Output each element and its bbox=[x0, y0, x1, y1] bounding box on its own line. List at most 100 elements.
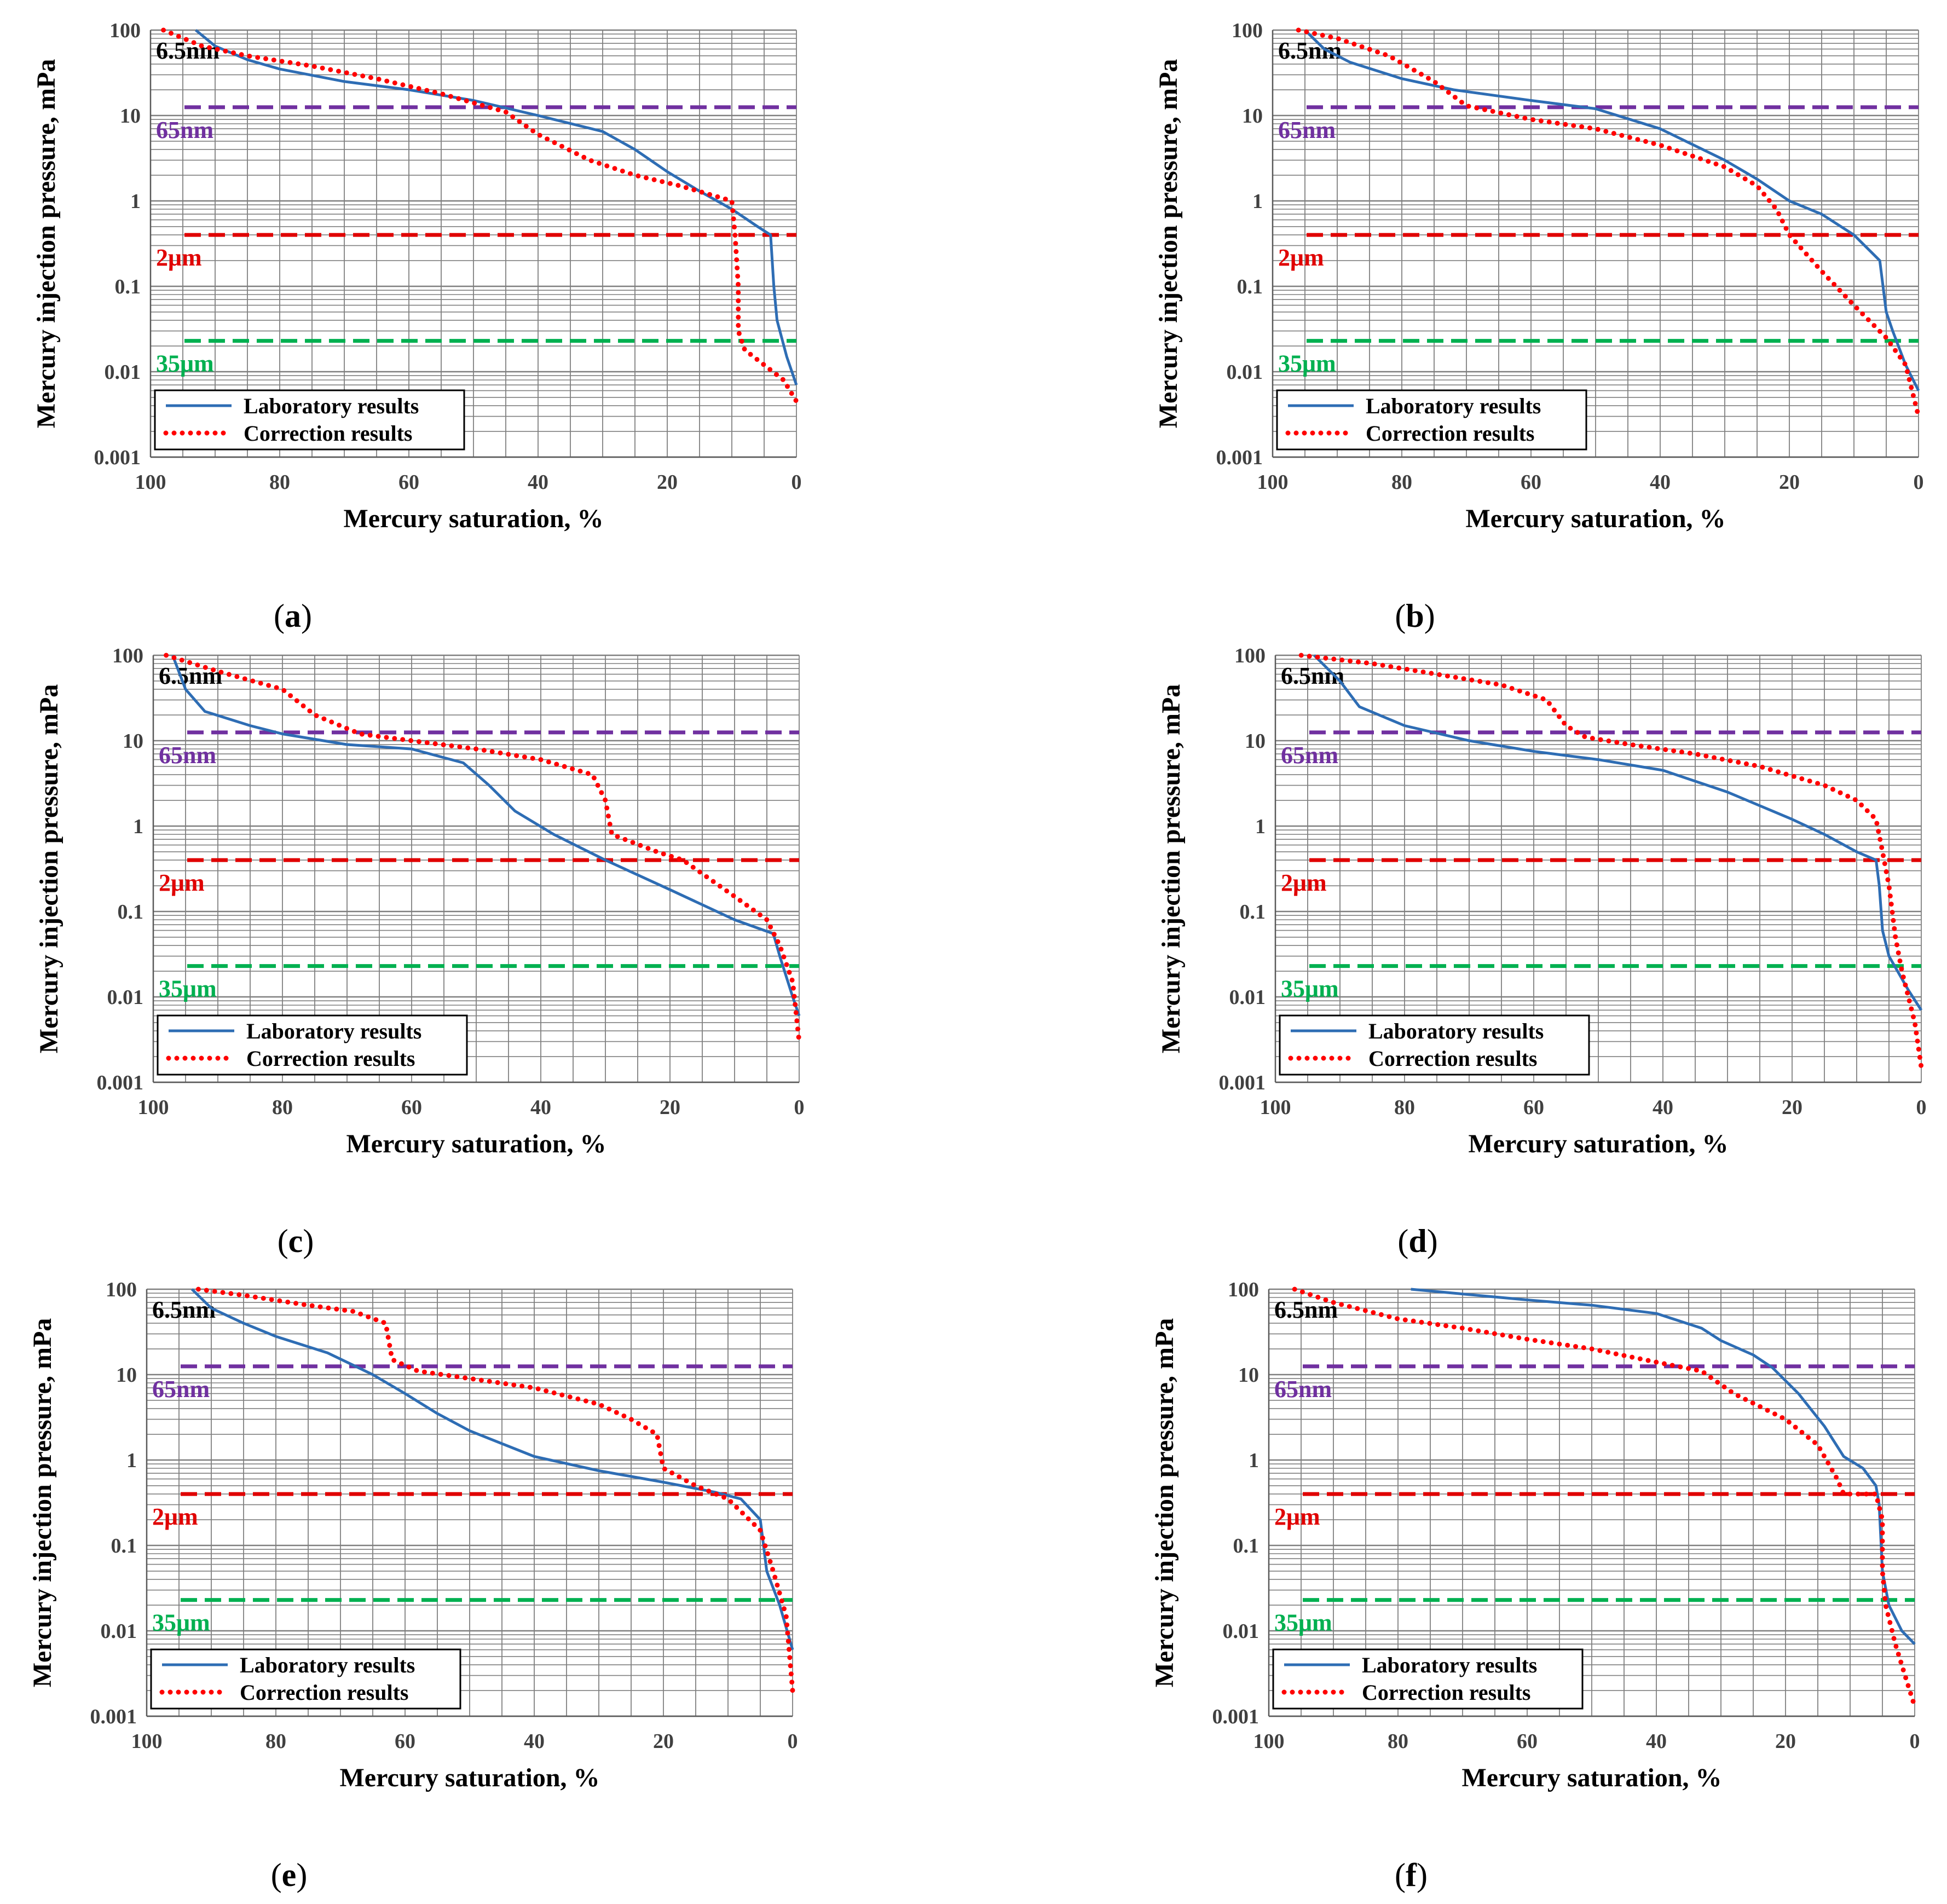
legend-box bbox=[1276, 389, 1587, 451]
x-tick-label: 20 bbox=[1782, 1096, 1802, 1119]
reference-label: 65nm bbox=[1281, 742, 1338, 769]
reference-label: 35μm bbox=[159, 976, 217, 1002]
x-tick-label: 60 bbox=[401, 1096, 422, 1119]
x-tick-label: 20 bbox=[1779, 471, 1800, 494]
x-tick-label: 0 bbox=[1910, 1730, 1920, 1753]
series-line-laboratory bbox=[1313, 654, 1923, 1011]
y-axis-title: Mercury injection pressure, mPa bbox=[32, 59, 61, 429]
y-tick-label: 10 bbox=[120, 105, 141, 128]
x-tick-label: 40 bbox=[528, 471, 548, 494]
x-tick-label: 40 bbox=[524, 1730, 545, 1753]
y-tick-label: 100 bbox=[1232, 19, 1263, 42]
y-tick-label: 0.001 bbox=[94, 446, 141, 469]
reference-label: 65nm bbox=[152, 1376, 210, 1403]
reference-label: 2μm bbox=[156, 244, 202, 271]
panel-caption: (b) bbox=[1395, 598, 1435, 634]
series-line-laboratory bbox=[190, 1288, 794, 1651]
panel-caption: (f) bbox=[1395, 1857, 1428, 1893]
x-tick-label: 60 bbox=[1517, 1730, 1538, 1753]
x-tick-label: 80 bbox=[265, 1730, 286, 1753]
reference-label: 6.5nm bbox=[1274, 1296, 1338, 1323]
x-tick-label: 100 bbox=[135, 471, 166, 494]
panel-caption: (d) bbox=[1397, 1223, 1437, 1259]
chart-panel-e: 6.5nm 65nm 2μm 35μm 0.001 0.01 0.1 1 10 100 100 80 6… bbox=[28, 1278, 798, 1893]
y-tick-label: 1 bbox=[130, 190, 141, 213]
reference-label: 2μm bbox=[1281, 869, 1327, 896]
panel-caption: (e) bbox=[271, 1857, 308, 1893]
y-tick-label: 0.01 bbox=[101, 1620, 137, 1643]
legend-label: Correction results bbox=[1368, 1046, 1537, 1071]
x-tick-label: 0 bbox=[788, 1730, 798, 1753]
legend-label: Laboratory results bbox=[1366, 394, 1541, 418]
legend-box bbox=[154, 389, 465, 451]
x-tick-label: 100 bbox=[131, 1730, 163, 1753]
reference-label: 2μm bbox=[152, 1503, 198, 1530]
y-tick-label: 10 bbox=[1242, 105, 1263, 128]
x-tick-label: 60 bbox=[398, 471, 419, 494]
y-tick-label: 0.1 bbox=[115, 275, 141, 298]
reference-label: 6.5nm bbox=[1278, 37, 1342, 64]
x-tick-label: 0 bbox=[791, 471, 802, 494]
y-tick-label: 0.01 bbox=[1227, 361, 1263, 384]
x-tick-label: 100 bbox=[1253, 1730, 1285, 1753]
y-tick-label: 10 bbox=[1245, 730, 1266, 753]
legend-label: Laboratory results bbox=[246, 1019, 421, 1043]
x-axis-title: Mercury saturation, % bbox=[346, 1129, 606, 1158]
x-tick-label: 20 bbox=[653, 1730, 674, 1753]
y-tick-label: 100 bbox=[112, 644, 143, 667]
y-axis-title: Mercury injection pressure, mPa bbox=[28, 1318, 57, 1688]
reference-label: 35μm bbox=[1274, 1609, 1332, 1636]
x-axis-title: Mercury saturation, % bbox=[1461, 1763, 1721, 1792]
y-tick-label: 100 bbox=[1228, 1278, 1259, 1301]
x-tick-label: 80 bbox=[1394, 1096, 1415, 1119]
x-tick-label: 80 bbox=[1388, 1730, 1408, 1753]
reference-label: 35μm bbox=[156, 350, 214, 377]
y-axis-title: Mercury injection pressure, mPa bbox=[1150, 1318, 1179, 1688]
y-tick-label: 1 bbox=[133, 815, 143, 838]
legend-label: Correction results bbox=[1366, 421, 1534, 446]
x-tick-label: 60 bbox=[1523, 1096, 1544, 1119]
legend-box bbox=[1272, 1648, 1584, 1710]
series-line-laboratory bbox=[195, 29, 798, 386]
x-tick-label: 60 bbox=[1521, 471, 1541, 494]
legend-box bbox=[1279, 1014, 1590, 1076]
legend-label: Correction results bbox=[246, 1046, 415, 1071]
legend-box bbox=[157, 1014, 468, 1076]
y-tick-label: 0.1 bbox=[1237, 275, 1263, 298]
y-tick-label: 0.01 bbox=[1229, 986, 1266, 1009]
x-tick-label: 80 bbox=[1391, 471, 1412, 494]
x-tick-label: 0 bbox=[1916, 1096, 1927, 1119]
y-tick-label: 100 bbox=[106, 1278, 137, 1301]
panel-caption: (c) bbox=[278, 1223, 314, 1259]
series-line-laboratory bbox=[1411, 1288, 1916, 1645]
y-tick-label: 1 bbox=[1249, 1449, 1259, 1472]
x-axis-title: Mercury saturation, % bbox=[343, 504, 603, 533]
x-tick-label: 0 bbox=[1914, 471, 1924, 494]
y-tick-label: 0.001 bbox=[1216, 446, 1263, 469]
y-tick-label: 100 bbox=[109, 19, 141, 42]
y-tick-label: 1 bbox=[1255, 815, 1266, 838]
reference-label: 2μm bbox=[1274, 1503, 1320, 1530]
y-tick-label: 0.001 bbox=[90, 1705, 137, 1728]
legend-label: Laboratory results bbox=[240, 1653, 415, 1677]
y-axis-title: Mercury injection pressure, mPa bbox=[1154, 59, 1183, 429]
chart-panel-c: 6.5nm 65nm 2μm 35μm 0.001 0.01 0.1 1 10 100 100 80 6… bbox=[34, 644, 805, 1259]
legend-box bbox=[150, 1648, 461, 1710]
series-line-correction bbox=[161, 27, 799, 404]
series-line-laboratory bbox=[1304, 29, 1920, 391]
y-tick-label: 0.001 bbox=[1219, 1071, 1266, 1094]
x-tick-label: 40 bbox=[530, 1096, 551, 1119]
y-tick-label: 0.001 bbox=[1212, 1705, 1260, 1728]
chart-panel-b: 6.5nm 65nm 2μm 35μm 0.001 0.01 0.1 1 10 100 100 80 6… bbox=[1154, 19, 1924, 634]
series-line-correction bbox=[1292, 1286, 1917, 1709]
y-tick-label: 0.01 bbox=[107, 986, 144, 1009]
x-tick-label: 20 bbox=[660, 1096, 680, 1119]
legend-label: Correction results bbox=[1362, 1680, 1530, 1705]
x-axis-title: Mercury saturation, % bbox=[339, 1763, 599, 1792]
reference-label: 65nm bbox=[159, 742, 216, 769]
reference-label: 35μm bbox=[1278, 350, 1336, 377]
y-tick-label: 10 bbox=[116, 1364, 137, 1387]
reference-label: 6.5nm bbox=[159, 662, 222, 689]
y-tick-label: 0.01 bbox=[105, 361, 141, 384]
x-tick-label: 20 bbox=[657, 471, 678, 494]
